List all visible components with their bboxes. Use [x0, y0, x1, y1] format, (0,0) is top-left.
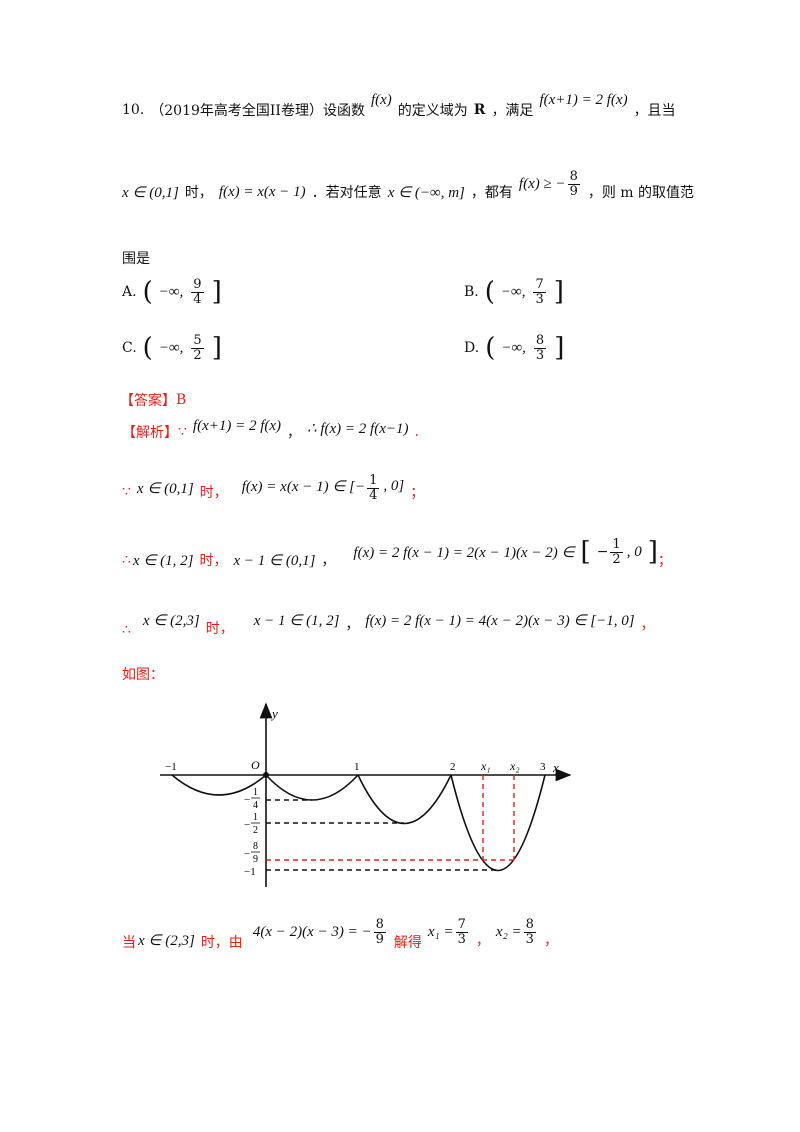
solution-line-1: 【解析】 ∵ f(x+1) = 2 f(x) ， ∴ f(x) = 2 f(x−1…: [122, 417, 419, 442]
origin-label: O: [251, 758, 260, 772]
solution-line-4: ∴ x ∈ (2,3] 时， x − 1 ∈ (1, 2] ， f(x) = 2…: [122, 612, 655, 639]
question-source: （2019年高考全国II卷理）设函数: [150, 103, 365, 119]
svg-text:−: −: [244, 794, 250, 806]
answer-line: 【答案】 B: [120, 390, 187, 410]
range-on-01: f(x) = x(x − 1) ∈ [−: [241, 478, 366, 495]
function-graph: y x O −1 1 2 3 x₁ x₂ − 1 4 − 1 2 − 8 9 −…: [160, 702, 572, 887]
therefore-symbol-2: ∴: [122, 622, 131, 638]
figure-intro: 如图：: [122, 667, 164, 683]
x1-label: x₁: [480, 759, 491, 773]
y-tick-minus1: −1: [244, 866, 256, 878]
range-on-12: f(x) = 2 f(x − 1) = 2(x − 1)(x − 2) ∈: [353, 544, 575, 561]
y-tick-quarter-num: 1: [253, 787, 258, 798]
y-axis-label: y: [270, 706, 278, 721]
domain-text: 的定义域为: [397, 103, 468, 119]
x2-label: x₂: [509, 759, 520, 773]
interval-m: x ∈ (−∞, m]: [387, 184, 465, 201]
answer-value: B: [176, 392, 187, 408]
x-axis-label: x: [552, 760, 559, 775]
svg-text:−: −: [244, 819, 250, 831]
functional-relation: f(x+1) = 2 f(x): [539, 91, 628, 108]
question-number: 10.: [122, 102, 145, 118]
because-symbol-2: ∵: [122, 484, 131, 501]
curve-segment-0-1: [265, 774, 359, 801]
y-tick-half-num: 1: [253, 812, 258, 823]
inequality-left: f(x) ≥ −: [518, 175, 566, 192]
y-tick-half-den: 2: [253, 825, 258, 836]
because-symbol: ∵: [178, 424, 187, 440]
have-text: ，都有: [470, 185, 513, 202]
therefore-symbol: ∴: [122, 552, 131, 569]
solution-shift: ∴ f(x) = 2 f(x−1): [307, 420, 409, 437]
x-tick-2: 2: [450, 761, 456, 773]
question-line-2: x ∈ (0,1] 时， f(x) = x(x − 1) ．若对任意 x ∈ (…: [122, 170, 695, 206]
interval-01: x ∈ (0,1]: [122, 184, 179, 201]
range-on-23: f(x) = 2 f(x − 1) = 4(x − 2)(x − 3) ∈ [−…: [365, 612, 635, 629]
option-c[interactable]: C. (−∞, 5 2]: [122, 333, 222, 364]
forall-text: ．若对任意: [311, 185, 382, 202]
real-set: R: [473, 102, 486, 118]
curve-segment-1-2: [357, 774, 452, 825]
question-line-1: 10. （2019年高考全国II卷理）设函数 f(x) 的定义域为 R ，满足 f(…: [122, 92, 676, 120]
function-symbol: f(x): [370, 91, 392, 108]
solution-relation: f(x+1) = 2 f(x): [192, 417, 282, 434]
ask-text-2: 围是: [122, 251, 150, 267]
ask-text: ，则 m 的取值范: [587, 185, 695, 202]
curve-segment-2-3: [450, 774, 546, 872]
option-a[interactable]: A. (−∞, 9 4]: [122, 277, 222, 308]
x-tick-1: 1: [354, 761, 360, 773]
x-tick-minus1: −1: [165, 761, 177, 773]
y-tick-quarter-den: 4: [253, 800, 258, 811]
option-d[interactable]: D. (−∞, 8 3]: [464, 333, 565, 364]
when-text: 时，: [184, 185, 213, 202]
svg-text:−: −: [244, 848, 250, 860]
solution-label: 【解析】: [122, 425, 178, 441]
x-tick-3: 3: [540, 761, 546, 773]
and-when-text: ，且当: [633, 103, 676, 119]
definition-formula: f(x) = x(x − 1): [218, 183, 306, 200]
y-tick-eight-den: 9: [253, 854, 258, 865]
final-equation: 4(x − 2)(x − 3) = −: [252, 923, 372, 940]
question-line-3: 围是: [122, 248, 150, 268]
answer-label: 【答案】: [120, 393, 176, 409]
option-b[interactable]: B. (−∞, 7 3]: [464, 277, 564, 308]
satisfy-text: ，满足: [491, 103, 534, 119]
solution-line-3: ∴ x ∈ (1, 2] 时， x − 1 ∈ (0,1] ， f(x) = 2…: [122, 537, 672, 570]
y-tick-eight-num: 8: [253, 841, 258, 852]
curve-segment-minus1-0: [171, 774, 267, 796]
